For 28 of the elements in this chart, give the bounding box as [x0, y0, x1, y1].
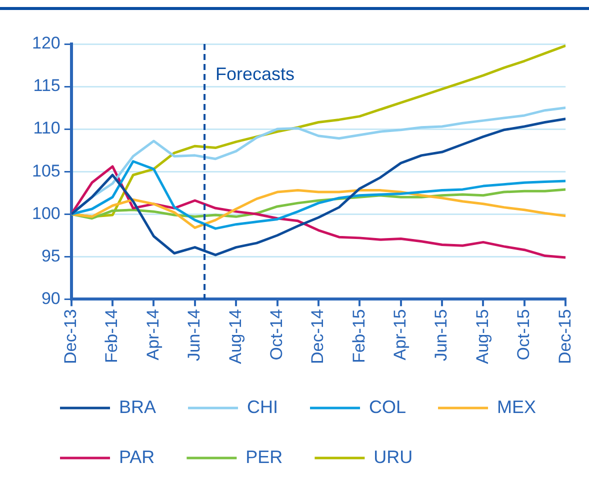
legend-label: PER [246, 446, 283, 467]
x-tick-label: Dec-15 [555, 309, 574, 364]
y-tick-label: 105 [32, 161, 60, 180]
x-tick-label: Jun-15 [432, 309, 451, 362]
y-tick-label: 120 [32, 34, 60, 53]
x-tick-label: Oct-15 [514, 309, 534, 360]
x-tick-label: Aug-14 [226, 309, 245, 364]
x-tick-label: Jun-14 [184, 309, 204, 362]
y-tick-label: 110 [33, 118, 60, 138]
legend-label: CHI [247, 396, 278, 417]
legend-label: PAR [119, 446, 155, 467]
ref-line-label: Forecasts [216, 64, 295, 84]
y-tick-label: 100 [32, 204, 60, 223]
y-tick-label: 95 [41, 246, 60, 266]
y-tick-label: 115 [33, 76, 60, 96]
x-tick-label: Apr-14 [143, 309, 162, 360]
x-tick-label: Apr-15 [390, 309, 410, 360]
x-tick-label: Feb-15 [349, 309, 368, 364]
x-tick-label: Dec-13 [61, 309, 80, 364]
y-tick-label: 90 [41, 288, 60, 308]
legend-label: MEX [497, 396, 536, 417]
legend-label: URU [374, 446, 413, 467]
x-tick-label: Oct-14 [266, 309, 286, 360]
x-tick-label: Aug-15 [472, 309, 492, 364]
legend-label: COL [369, 396, 406, 417]
x-tick-label: Feb-14 [102, 309, 122, 364]
legend-label: BRA [119, 396, 156, 417]
x-tick-label: Dec-14 [308, 309, 328, 364]
